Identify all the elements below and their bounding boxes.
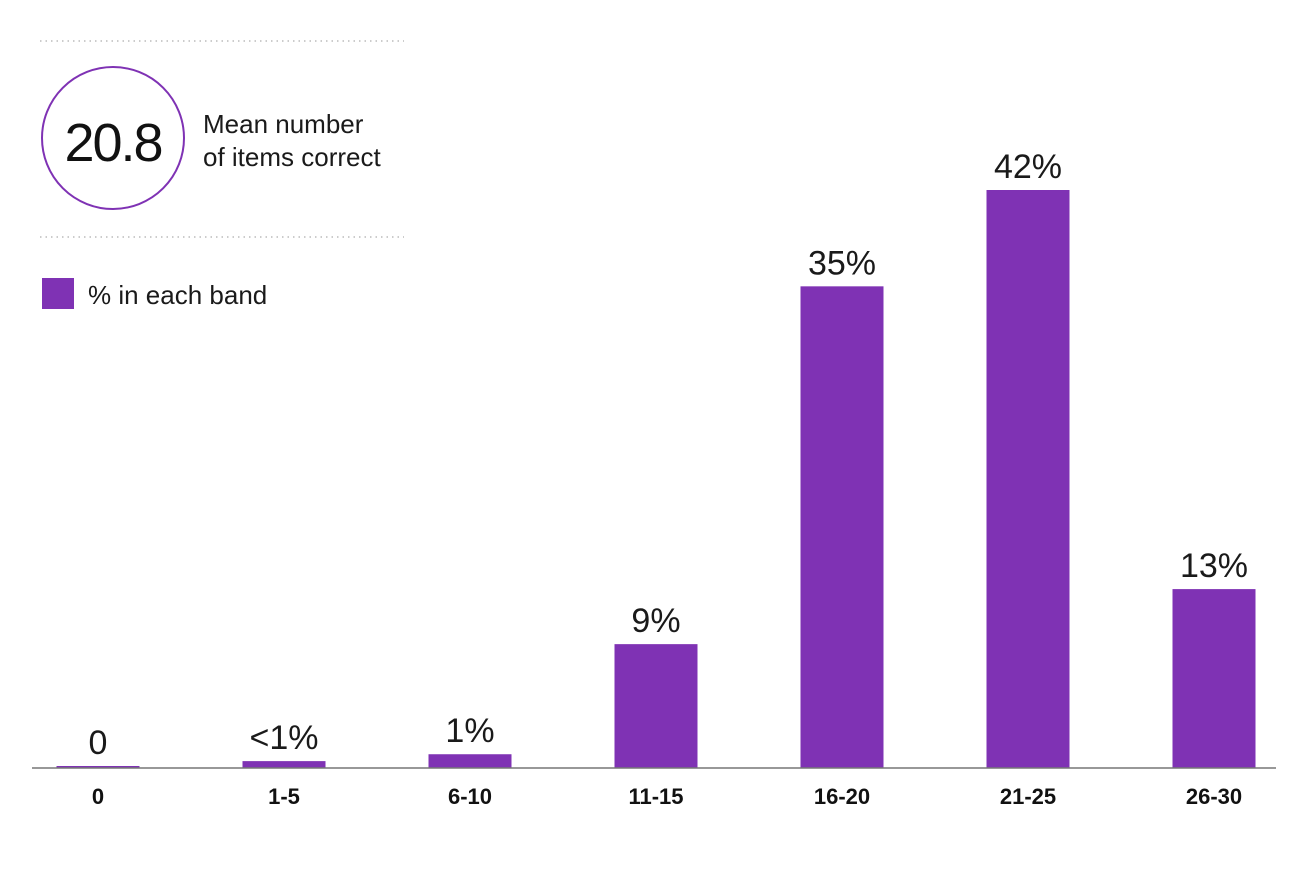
data-label-1-5: <1% bbox=[250, 719, 319, 757]
mean-label-line2: of items correct bbox=[203, 142, 381, 172]
data-label-0: 0 bbox=[89, 724, 108, 762]
legend-swatch bbox=[42, 278, 74, 309]
x-tick-label-0: 0 bbox=[92, 784, 104, 809]
mean-circle bbox=[41, 66, 185, 210]
mean-value: 20.8 bbox=[64, 113, 161, 173]
data-label-26-30: 13% bbox=[1180, 547, 1248, 585]
x-tick-label-16-20: 16-20 bbox=[814, 784, 870, 809]
data-label-6-10: 1% bbox=[445, 712, 494, 750]
bar-26-30 bbox=[1172, 589, 1256, 768]
bar-6-10 bbox=[428, 754, 512, 768]
bar-16-20 bbox=[800, 286, 884, 768]
data-label-16-20: 35% bbox=[808, 244, 876, 282]
bar-11-15 bbox=[614, 644, 698, 768]
bar-0 bbox=[56, 766, 140, 768]
mean-label-line1: Mean number bbox=[203, 109, 364, 139]
x-tick-label-21-25: 21-25 bbox=[1000, 784, 1056, 809]
legend-label: % in each band bbox=[88, 280, 267, 310]
bars-group: 0 0 <1% 1-5 1% 6-10 9% 11-15 35% 16-20 42% 21-25 13%… bbox=[56, 148, 1256, 809]
x-tick-label-6-10: 6-10 bbox=[448, 784, 492, 809]
data-label-21-25: 42% bbox=[994, 148, 1062, 186]
bar-21-25 bbox=[986, 190, 1070, 768]
bar-1-5 bbox=[242, 761, 326, 768]
x-tick-label-1-5: 1-5 bbox=[268, 784, 300, 809]
data-label-11-15: 9% bbox=[631, 602, 680, 640]
x-tick-label-11-15: 11-15 bbox=[628, 784, 683, 809]
x-tick-label-26-30: 26-30 bbox=[1186, 784, 1242, 809]
